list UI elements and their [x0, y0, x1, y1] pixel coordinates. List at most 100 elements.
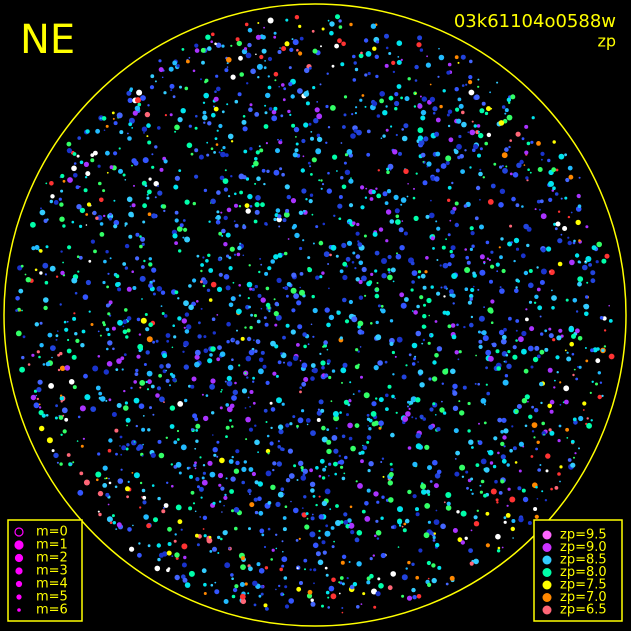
- star: [273, 217, 277, 222]
- star: [360, 330, 365, 335]
- star: [510, 94, 516, 100]
- star: [291, 123, 296, 128]
- star: [426, 297, 432, 304]
- star: [447, 109, 453, 114]
- star: [321, 183, 325, 186]
- star: [277, 491, 284, 498]
- star: [282, 527, 287, 532]
- star: [373, 491, 379, 497]
- star: [93, 150, 98, 156]
- star: [168, 66, 174, 72]
- star: [270, 484, 276, 490]
- star: [451, 273, 458, 279]
- star: [488, 258, 491, 262]
- star: [39, 271, 43, 275]
- star: [410, 396, 417, 403]
- star: [190, 490, 195, 495]
- star: [318, 240, 324, 246]
- star: [233, 507, 240, 513]
- star: [245, 52, 252, 59]
- star: [193, 463, 197, 468]
- star: [267, 452, 270, 455]
- star: [195, 114, 198, 118]
- star: [146, 523, 152, 529]
- star: [401, 128, 405, 131]
- star: [327, 171, 330, 175]
- star: [477, 440, 483, 446]
- star: [157, 190, 163, 196]
- star: [521, 488, 526, 493]
- star: [208, 268, 214, 273]
- star: [515, 286, 518, 289]
- star: [188, 304, 194, 311]
- star: [410, 288, 414, 292]
- star: [493, 436, 498, 441]
- star: [511, 425, 514, 428]
- star: [60, 250, 63, 253]
- star: [340, 560, 345, 565]
- star: [103, 214, 106, 218]
- star: [421, 96, 427, 102]
- star: [401, 525, 404, 528]
- star: [432, 360, 437, 365]
- star: [515, 247, 520, 251]
- star: [336, 170, 338, 172]
- star: [126, 443, 130, 447]
- star: [226, 57, 232, 63]
- star: [474, 382, 477, 385]
- star: [564, 196, 568, 200]
- star: [502, 435, 507, 440]
- star: [319, 458, 325, 464]
- star: [374, 250, 380, 256]
- star: [496, 501, 499, 504]
- star: [392, 70, 396, 74]
- star: [284, 41, 290, 47]
- star: [498, 246, 501, 249]
- star: [403, 168, 409, 174]
- star: [126, 424, 128, 427]
- star: [207, 253, 211, 257]
- star: [211, 112, 216, 118]
- star: [517, 486, 522, 491]
- star: [97, 490, 104, 497]
- star: [327, 606, 331, 609]
- star: [98, 391, 103, 396]
- star: [540, 268, 547, 275]
- star: [518, 336, 524, 343]
- star: [337, 38, 342, 44]
- star: [553, 386, 556, 389]
- star: [350, 133, 356, 139]
- star: [264, 566, 269, 570]
- star: [404, 297, 409, 302]
- star: [413, 187, 415, 190]
- star: [478, 422, 480, 425]
- star: [281, 447, 285, 452]
- star: [341, 242, 347, 248]
- star: [508, 101, 511, 105]
- star: [482, 176, 485, 179]
- star: [292, 223, 297, 229]
- star: [249, 325, 253, 330]
- star: [133, 380, 137, 384]
- star: [146, 123, 151, 128]
- star: [556, 371, 559, 374]
- star: [172, 95, 176, 99]
- star: [188, 284, 192, 288]
- star: [335, 520, 341, 526]
- star: [364, 196, 368, 199]
- star: [226, 62, 229, 65]
- star: [84, 176, 88, 179]
- star: [230, 74, 236, 80]
- star: [500, 430, 504, 434]
- star: [564, 349, 567, 352]
- star: [43, 305, 48, 311]
- star: [528, 269, 533, 273]
- star: [211, 411, 215, 415]
- star: [113, 121, 118, 126]
- star: [217, 345, 222, 350]
- star: [66, 148, 72, 154]
- star: [66, 348, 72, 354]
- star: [479, 490, 483, 494]
- star: [257, 496, 262, 502]
- star: [545, 453, 551, 459]
